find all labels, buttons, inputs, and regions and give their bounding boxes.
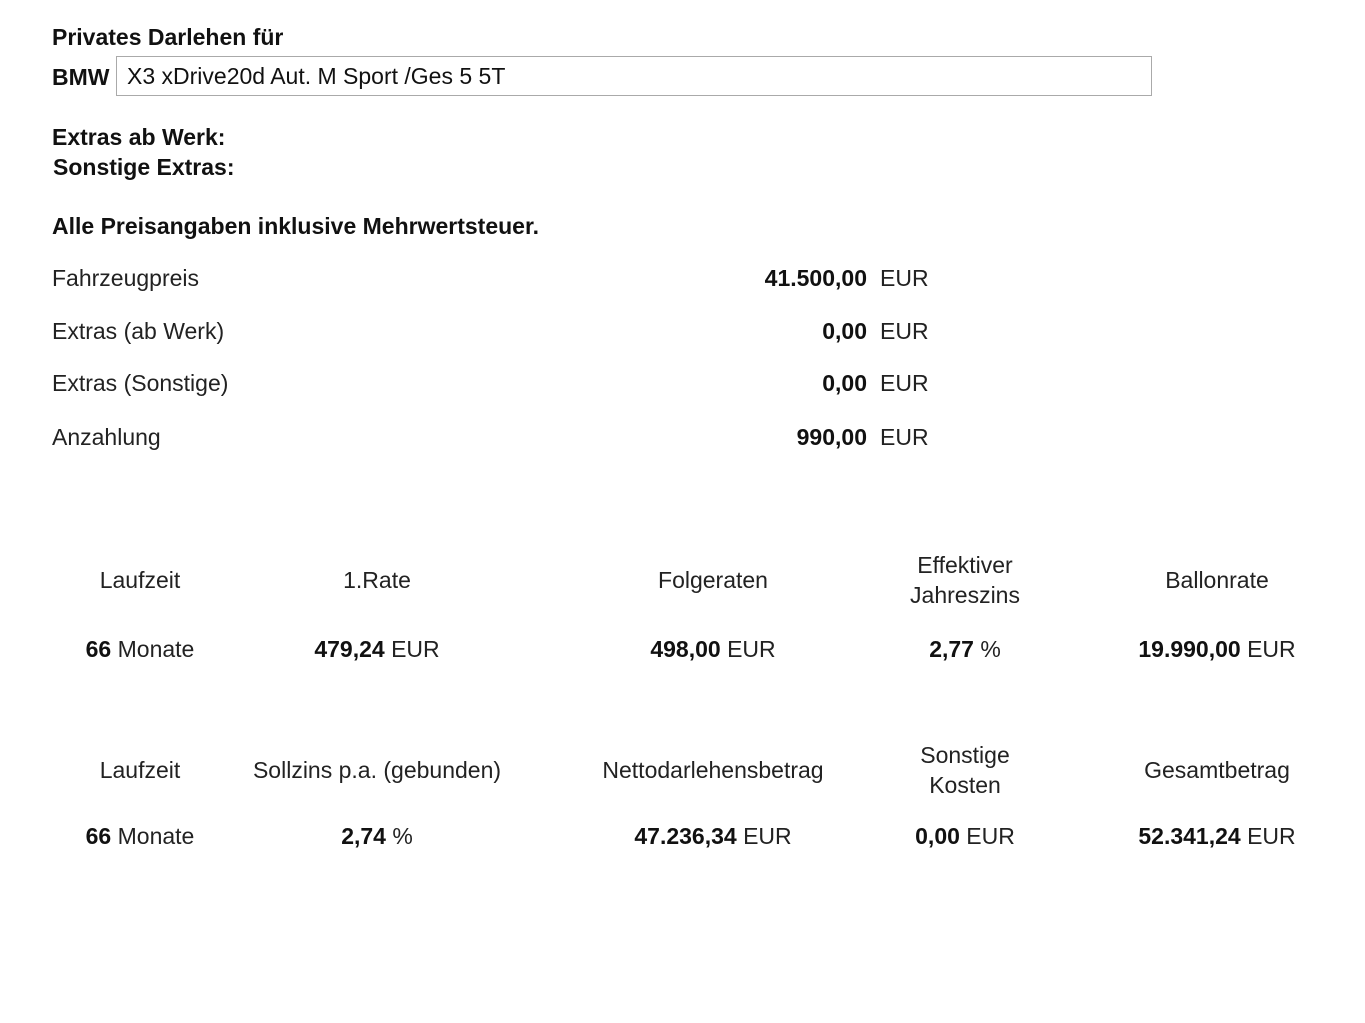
price-unit: EUR <box>880 318 929 344</box>
value-unit: EUR <box>1247 823 1296 849</box>
value-unit: EUR <box>727 636 776 662</box>
column-header: Nettodarlehensbetrag <box>602 757 824 783</box>
value-number: 66 <box>85 636 112 662</box>
note: Alle Preisangaben inklusive Mehrwertsteu… <box>52 213 540 239</box>
value-cell: 47.236,34 EUR <box>563 821 863 851</box>
price-label: Fahrzeugpreis <box>52 265 200 291</box>
price-unit: EUR <box>880 370 929 396</box>
value-number: 2,77 <box>929 636 974 662</box>
value-unit: EUR <box>1247 636 1296 662</box>
column-header: Folgeraten <box>658 567 768 593</box>
value-number: 19.990,00 <box>1138 636 1241 662</box>
value-cell: 498,00 EUR <box>563 634 863 664</box>
value-unit: % <box>392 823 413 849</box>
value-cell: 0,00 EUR <box>815 821 1115 851</box>
extras-label: Extras ab Werk: <box>52 124 226 150</box>
value-number: 2,74 <box>341 823 386 849</box>
price-label: Extras (Sonstige) <box>52 370 229 396</box>
value-cell: 19.990,00 EUR <box>1067 634 1365 664</box>
value-unit: EUR <box>966 823 1015 849</box>
value-cell: 52.341,24 EUR <box>1067 821 1365 851</box>
column-header: Sonstige Kosten <box>920 742 1010 798</box>
value-number: 498,00 <box>650 636 721 662</box>
value-cell: 66 Monate <box>0 821 290 851</box>
value-unit: Monate <box>117 636 195 662</box>
value-number: 0,00 <box>915 823 960 849</box>
value-number: 479,24 <box>314 636 385 662</box>
value-number: 66 <box>85 823 112 849</box>
brand: BMW <box>52 64 110 90</box>
value-unit: EUR <box>391 636 440 662</box>
price-amount: 41.500,00 <box>764 265 867 291</box>
value-unit: % <box>980 636 1001 662</box>
extras-label: Sonstige Extras: <box>53 154 235 180</box>
column-header: Sollzins p.a. (gebunden) <box>252 757 502 783</box>
value-cell: 479,24 EUR <box>227 634 527 664</box>
value-number: 47.236,34 <box>634 823 737 849</box>
column-header: Laufzeit <box>99 757 181 783</box>
price-label: Extras (ab Werk) <box>52 318 225 344</box>
price-amount: 990,00 <box>796 424 867 450</box>
model-field: X3 xDrive20d Aut. M Sport /Ges 5 5T <box>116 56 1152 96</box>
value-number: 52.341,24 <box>1138 823 1241 849</box>
value-unit: EUR <box>743 823 792 849</box>
title: Privates Darlehen für <box>52 24 284 50</box>
price-unit: EUR <box>880 265 929 291</box>
price-unit: EUR <box>880 424 929 450</box>
price-amount: 0,00 <box>822 370 867 396</box>
value-cell: 66 Monate <box>0 634 290 664</box>
value-cell: 2,74 % <box>227 821 527 851</box>
column-header: 1.Rate <box>343 567 411 593</box>
column-header: Gesamtbetrag <box>1144 757 1290 783</box>
value-unit: Monate <box>117 823 195 849</box>
column-header: Effektiver Jahreszins <box>910 552 1020 608</box>
price-label: Anzahlung <box>52 424 161 450</box>
value-cell: 2,77 % <box>815 634 1115 664</box>
price-amount: 0,00 <box>822 318 867 344</box>
column-header: Ballonrate <box>1165 567 1269 593</box>
column-header: Laufzeit <box>99 567 181 593</box>
